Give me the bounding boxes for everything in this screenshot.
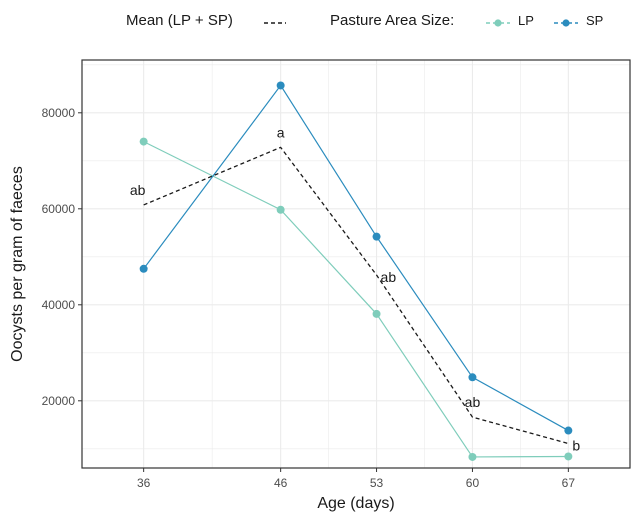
y-tick-label: 40000 (42, 298, 76, 312)
x-axis-title: Age (days) (317, 495, 394, 512)
series-line-lp (143, 141, 569, 458)
x-tick-label: 36 (137, 476, 151, 490)
data-point-sp (372, 232, 381, 241)
y-axis-title: Oocysts per gram of faeces (9, 166, 26, 362)
legend-mean-label: Mean (LP + SP) (126, 12, 233, 29)
legend-lp-label: LP (518, 13, 534, 28)
significance-label: b (572, 438, 580, 454)
significance-label: ab (465, 394, 481, 410)
series-line-sp (143, 84, 569, 432)
axis-ticks: 36 46 53 60 67 20000 40000 60000 80000 (42, 106, 576, 490)
y-tick-label: 20000 (42, 394, 76, 408)
y-tick-label: 80000 (42, 106, 76, 120)
grid (82, 60, 630, 468)
data-point-lp (139, 137, 148, 146)
x-tick-label: 60 (466, 476, 480, 490)
data-point-sp (564, 426, 573, 435)
legend-lp-key (486, 19, 510, 27)
legend: Mean (LP + SP) Pasture Area Size: LP SP (0, 10, 638, 34)
x-tick-label: 67 (562, 476, 576, 490)
panel-border (81, 59, 631, 469)
data-point-sp (276, 81, 285, 90)
data-point-lp (372, 309, 381, 318)
data-point-sp (468, 373, 477, 382)
x-tick-label: 46 (274, 476, 288, 490)
significance-label: ab (381, 269, 397, 285)
x-tick-label: 53 (370, 476, 384, 490)
y-tick-label: 60000 (42, 202, 76, 216)
legend-group-title: Pasture Area Size: (330, 12, 455, 29)
data-point-sp (139, 264, 148, 273)
legend-sp-label: SP (586, 13, 604, 28)
data-point-lp (468, 452, 477, 461)
series-line-mean-lp-sp (143, 146, 569, 445)
series-points (139, 81, 573, 461)
legend-sp-key (554, 19, 578, 27)
data-point-lp (564, 452, 573, 461)
data-point-lp (276, 205, 285, 214)
significance-label: ab (130, 182, 146, 198)
significance-label: a (277, 124, 285, 140)
legend-mean-key (264, 22, 286, 24)
annotations: ab a ab ab b (130, 124, 580, 453)
